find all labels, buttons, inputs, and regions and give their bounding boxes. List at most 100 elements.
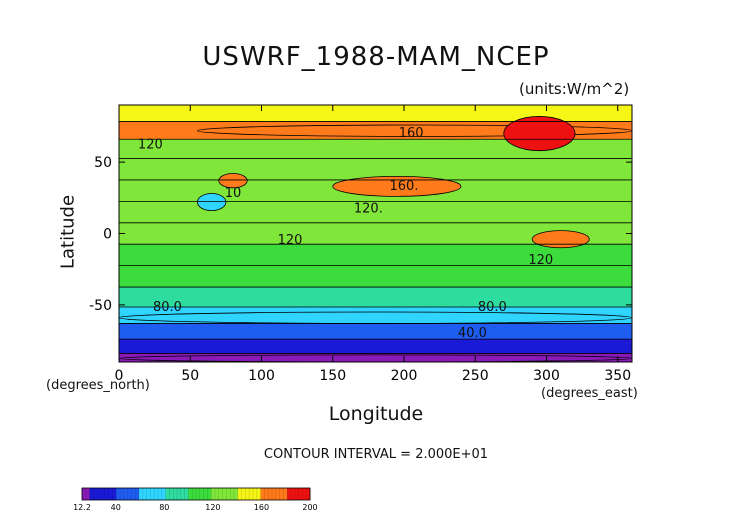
colorbar-swatch — [237, 488, 242, 500]
colorbar-swatch — [253, 488, 258, 500]
colorbar-swatch — [120, 488, 125, 500]
colorbar-tick-label: 80 — [159, 503, 169, 512]
x-tick-label: 0 — [115, 368, 124, 384]
colorbar-swatch — [203, 488, 208, 500]
axes: 0 50 100 150 200 250 300 350 -50 0 50 — [89, 105, 632, 384]
colorbar-swatch — [173, 488, 178, 500]
colorbar-swatch — [272, 488, 277, 500]
latitude-band — [119, 158, 632, 180]
y-tick-label: 0 — [103, 227, 112, 243]
colorbar-swatch — [241, 488, 246, 500]
x-tick-label: 200 — [391, 368, 418, 384]
colorbar-swatch — [287, 488, 292, 500]
latitude-band — [119, 201, 632, 223]
regional-feature — [531, 230, 590, 249]
colorbar-swatch — [256, 488, 261, 500]
colorbar-swatch — [298, 488, 303, 500]
regional-feature — [332, 175, 462, 197]
colorbar-swatch — [275, 488, 280, 500]
contour-label: 80.0 — [153, 300, 182, 315]
y-tick-label: -50 — [89, 298, 112, 314]
colorbar-swatch — [139, 488, 144, 500]
latitude-band — [119, 265, 632, 288]
colorbar-swatch — [188, 488, 193, 500]
colorbar-tick-label: 200 — [302, 503, 317, 512]
colorbar-swatch — [306, 488, 311, 500]
colorbar-tick-label: 12.2 — [73, 503, 91, 512]
colorbar-swatch — [82, 488, 87, 500]
colorbar-swatch — [158, 488, 163, 500]
colorbar-swatch — [294, 488, 299, 500]
colorbar-swatch — [291, 488, 296, 500]
latitude-band — [119, 287, 632, 308]
colorbar-swatch — [101, 488, 106, 500]
contour-label: 120 — [528, 253, 553, 268]
colorbar-swatch — [211, 488, 216, 500]
colorbar-swatch — [104, 488, 109, 500]
colorbar-swatch — [218, 488, 223, 500]
contour-label: 80.0 — [478, 300, 507, 315]
regional-feature — [196, 193, 227, 212]
colorbar-swatch — [226, 488, 231, 500]
colorbar-swatch — [180, 488, 185, 500]
colorbar-swatch — [85, 488, 90, 500]
x-unit-label: (degrees_north) — [46, 378, 150, 393]
colorbar-swatch — [302, 488, 307, 500]
chart-title: USWRF_1988-MAM_NCEP — [202, 42, 550, 72]
x-unit-label-east: (degrees_east) — [541, 386, 638, 401]
colorbar-swatch — [127, 488, 132, 500]
contour-label: 160. — [390, 179, 419, 194]
colorbar-swatch — [108, 488, 113, 500]
colorbar-tick-label: 120 — [205, 503, 220, 512]
colorbar-frame — [81, 487, 311, 501]
colorbar-swatch — [165, 488, 170, 500]
colorbar-swatch — [142, 488, 147, 500]
x-axis-label: Longitude — [328, 403, 424, 425]
colorbar-swatch — [154, 488, 159, 500]
colorbar-swatch — [264, 488, 269, 500]
colorbar: 12.2 40 80 120 160 200 — [73, 487, 318, 512]
contour-labels: 160 160. 120 120. 120 120 80.0 80.0 40.0 10 — [138, 126, 553, 341]
colorbar-tick-label: 160 — [254, 503, 269, 512]
y-tick-label: 50 — [94, 155, 112, 171]
colorbar-swatch — [268, 488, 273, 500]
x-tick-label: 100 — [248, 368, 275, 384]
colorbar-swatch — [169, 488, 174, 500]
colorbar-swatch — [196, 488, 201, 500]
colorbar-swatch — [112, 488, 117, 500]
contour-label: 120 — [138, 137, 163, 152]
colorbar-swatch — [234, 488, 239, 500]
colorbar-swatch — [192, 488, 197, 500]
contour-label: 40.0 — [458, 326, 487, 341]
x-tick-label: 300 — [533, 368, 560, 384]
contour-label: 160 — [399, 126, 424, 141]
contour-label: 10 — [225, 186, 242, 201]
colorbar-swatch — [249, 488, 254, 500]
colorbar-swatch — [283, 488, 288, 500]
contour-label: 120. — [354, 202, 383, 217]
x-tick-label: 350 — [604, 368, 631, 384]
x-tick-label: 250 — [462, 368, 489, 384]
x-tick-label: 50 — [181, 368, 199, 384]
latitude-band — [119, 105, 632, 122]
regional-feature — [118, 311, 633, 324]
colorbar-swatch — [135, 488, 140, 500]
colorbar-swatch — [146, 488, 151, 500]
colorbar-swatch — [245, 488, 250, 500]
latitude-band — [119, 222, 632, 245]
regional-feature — [218, 173, 248, 189]
colorbar-swatch — [97, 488, 102, 500]
colorbar-swatch — [177, 488, 182, 500]
latitude-band — [119, 139, 632, 159]
colorbar-swatch — [215, 488, 220, 500]
colorbar-swatch — [260, 488, 265, 500]
contour-interval: CONTOUR INTERVAL = 2.000E+01 — [263, 447, 489, 462]
colorbar-swatch — [161, 488, 166, 500]
colorbar-swatch — [89, 488, 94, 500]
regional-feature — [503, 116, 576, 152]
colorbar-swatch — [184, 488, 189, 500]
colorbar-tick-label: 40 — [111, 503, 121, 512]
colorbar-swatch — [150, 488, 155, 500]
latitude-band — [119, 339, 632, 354]
